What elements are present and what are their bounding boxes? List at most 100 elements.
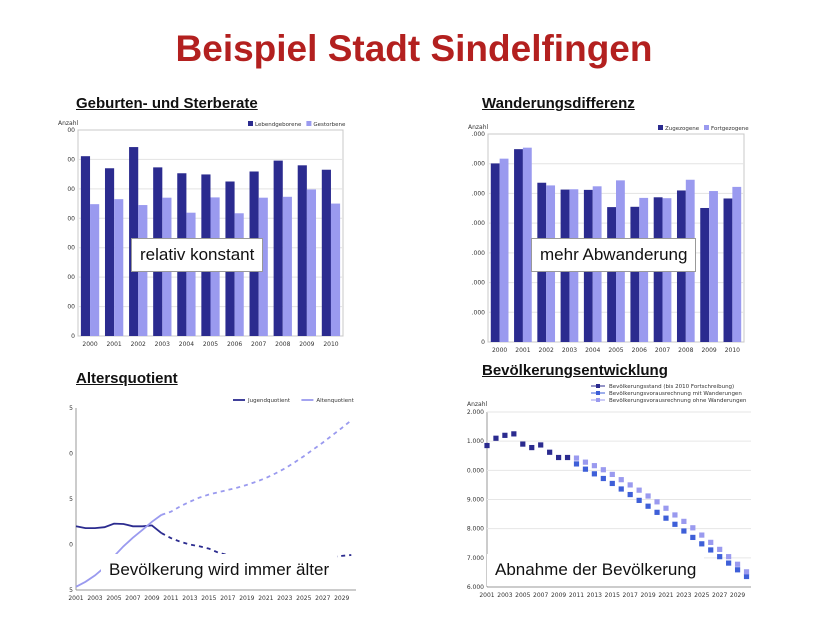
point-2-2021 [663, 505, 669, 511]
x-tick-label: 2013 [587, 592, 602, 599]
y-tick-label: 0.000 [467, 467, 484, 474]
y-tick-label: 0 [481, 339, 485, 346]
x-tick-label: 2029 [334, 595, 349, 602]
y-tick-label: .000 [472, 220, 486, 227]
y-tick-label: 0 [69, 451, 73, 458]
x-tick-label: 2009 [551, 592, 566, 599]
y-tick-label: 00 [67, 215, 75, 222]
x-tick-label: 2006 [227, 341, 242, 348]
x-tick-label: 2021 [658, 592, 673, 599]
point-2-2019 [645, 493, 651, 499]
legend-label: Fortgezogene [711, 126, 749, 132]
point-2-2017 [627, 482, 633, 488]
point-1-2014 [600, 475, 606, 482]
point-2-2012 [582, 459, 589, 465]
y-tick-label: 00 [67, 156, 75, 163]
y-tick-label: 2.000 [467, 409, 484, 416]
legend-label: Bevölkerungsvorausrechnung ohne Wanderun… [609, 398, 747, 404]
x-tick-label: 2027 [712, 592, 727, 599]
point-2-2026 [708, 539, 714, 545]
bar-lebendgeborene-2010 [321, 169, 331, 336]
point-1-2027 [717, 554, 723, 560]
x-tick-label: 2000 [492, 347, 507, 354]
point-0-2007 [538, 442, 544, 448]
x-tick-label: 2003 [497, 592, 512, 599]
point-2-2025 [699, 532, 705, 538]
y-axis-label: Anzahl [58, 120, 79, 127]
y-tick-label: 0 [71, 333, 75, 340]
point-0-2008 [547, 449, 553, 455]
x-tick-label: 2009 [144, 595, 159, 602]
x-tick-label: 2004 [179, 341, 194, 348]
point-2-2014 [600, 467, 606, 473]
x-tick-label: 2002 [539, 347, 554, 354]
point-1-2017 [627, 491, 633, 498]
y-tick-label: 6.000 [467, 584, 484, 591]
x-tick-label: 2021 [258, 595, 273, 602]
x-tick-label: 2023 [676, 592, 691, 599]
point-2-2027 [717, 546, 723, 552]
legend-swatch [596, 384, 600, 388]
y-tick-label: .000 [472, 250, 486, 257]
x-tick-label: 2019 [640, 592, 655, 599]
bar-fortgezogene-2009 [709, 191, 718, 342]
series-line-altenquotient [75, 514, 162, 588]
x-tick-label: 2017 [623, 592, 638, 599]
x-tick-label: 2001 [68, 595, 83, 602]
births-overlay-label: relativ konstant [131, 238, 264, 272]
legend-swatch [248, 121, 253, 126]
bar-fortgezogene-2010 [732, 186, 742, 342]
legend-swatch [658, 125, 663, 130]
y-tick-label: 5 [69, 496, 73, 503]
x-tick-label: 2029 [730, 592, 745, 599]
bar-lebendgeborene-2009 [297, 165, 307, 336]
y-tick-label: .000 [472, 309, 486, 316]
point-0-2003 [502, 432, 508, 438]
point-0-2002 [493, 435, 499, 441]
series-forecast-altenquotient [161, 419, 352, 516]
point-1-2024 [690, 534, 696, 541]
legend-swatch [596, 391, 600, 395]
point-1-2012 [582, 466, 589, 472]
x-tick-label: 2010 [323, 341, 338, 348]
y-tick-label: .000 [472, 190, 486, 197]
point-1-2021 [663, 515, 669, 521]
y-tick-label: 00 [67, 127, 75, 134]
bar-fortgezogene-2000 [499, 158, 509, 342]
bar-gestorbene-2006 [234, 213, 244, 336]
x-tick-label: 2027 [315, 595, 330, 602]
bar-gestorbene-2010 [330, 203, 341, 336]
x-tick-label: 2009 [701, 347, 716, 354]
migration-panel-title: Wanderungsdifferenz [482, 95, 635, 112]
age-panel-title: Altersquotient [76, 370, 178, 387]
legend-label: Bevölkerungsstand (bis 2010 Fortschreibu… [609, 384, 734, 390]
x-tick-label: 2008 [275, 341, 290, 348]
x-tick-label: 2005 [608, 347, 623, 354]
y-axis-label: Anzahl [467, 401, 488, 408]
x-tick-label: 2006 [632, 347, 647, 354]
x-tick-label: 2001 [515, 347, 530, 354]
bar-gestorbene-2000 [90, 204, 100, 336]
x-tick-label: 2009 [299, 341, 314, 348]
x-tick-label: 2001 [106, 341, 121, 348]
point-2-2022 [672, 512, 678, 518]
bar-gestorbene-2004 [186, 212, 196, 336]
migration-overlay-label: mehr Abwanderung [531, 238, 697, 272]
bar-lebendgeborene-2008 [273, 160, 283, 336]
x-tick-label: 2015 [605, 592, 620, 599]
x-tick-label: 2025 [296, 595, 311, 602]
bar-lebendgeborene-2000 [80, 156, 91, 336]
point-1-2026 [708, 547, 714, 553]
x-tick-label: 2007 [533, 592, 548, 599]
legend-label: Jugendquotient [247, 398, 291, 404]
legend-label: Zugezogene [665, 126, 700, 132]
x-tick-label: 2005 [515, 592, 530, 599]
y-tick-label: 00 [67, 274, 75, 281]
y-tick-label: 00 [67, 245, 75, 252]
y-tick-label: 0 [69, 542, 73, 549]
y-tick-label: 7.000 [467, 555, 484, 562]
bar-zugezogene-2001 [514, 149, 523, 342]
legend-label: Gestorbene [313, 122, 346, 128]
point-1-2023 [681, 528, 687, 534]
point-1-2013 [591, 471, 597, 477]
